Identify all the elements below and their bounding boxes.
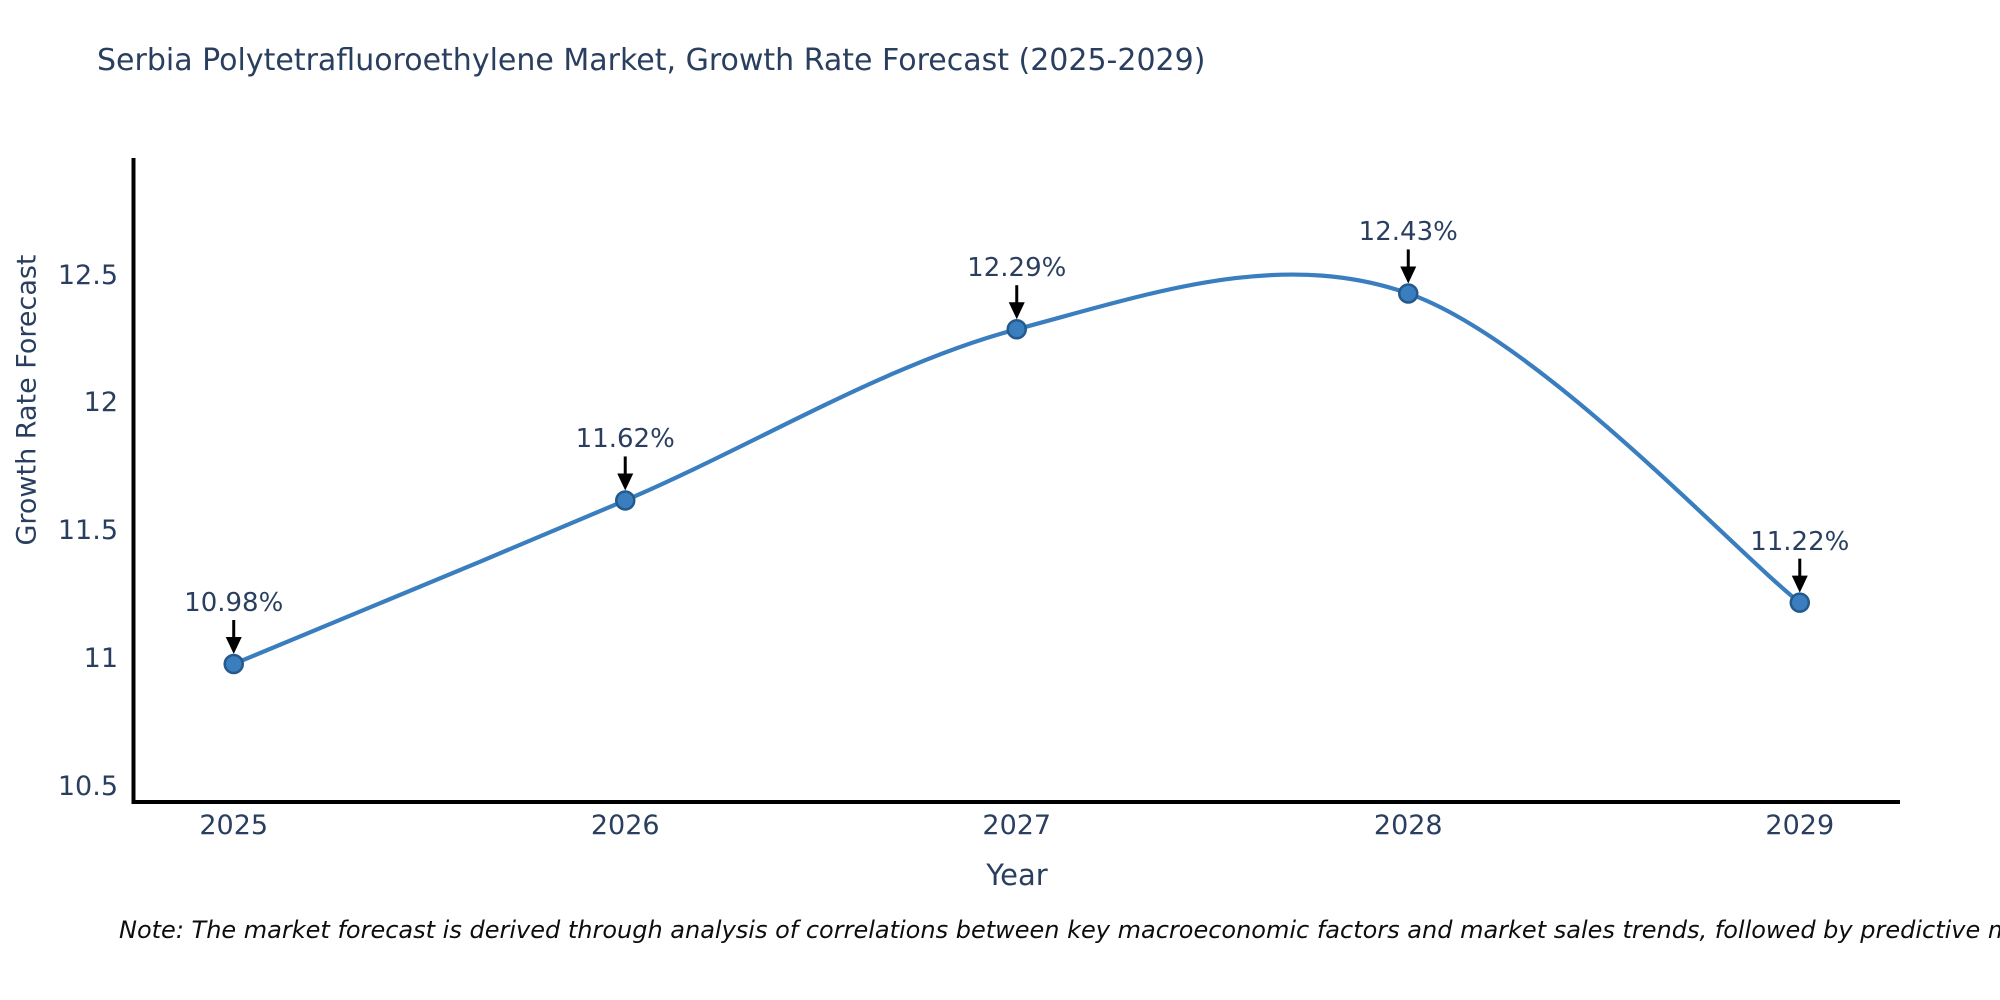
point-value-label: 11.62% [575,424,675,455]
y-tick-label: 10.5 [57,770,118,802]
x-tick-label: 2027 [982,810,1052,841]
y-tick-label: 12.5 [57,259,118,291]
annotation-arrow-head [1400,266,1417,284]
x-tick-label: 2029 [1765,810,1835,841]
data-point-marker [1398,283,1419,304]
annotation-arrow-head [1791,575,1808,593]
data-point-marker [1006,318,1027,340]
y-tick-label: 11.5 [57,515,118,547]
annotation-arrow-head [617,473,634,491]
point-value-label: 12.29% [967,253,1067,284]
data-point-marker [223,653,244,675]
footnote: Note: The market forecast is derived thr… [119,916,2000,944]
point-value-label: 10.98% [184,588,284,618]
x-tick-label: 2026 [590,810,660,841]
x-tick-label: 2025 [199,810,269,841]
data-point-marker [614,490,636,511]
point-value-label: 11.22% [1750,526,1850,557]
annotation-arrow-head [225,637,242,654]
x-tick-label: 2028 [1373,810,1443,841]
annotation-arrow-head [1008,302,1025,320]
point-value-label: 12.43% [1358,217,1458,248]
x-axis-title: Year [986,858,1048,892]
y-tick-label: 12 [83,387,118,419]
y-tick-label: 11 [83,642,118,674]
chart-title: Serbia Polytetrafluoroethylene Market, G… [97,43,1206,78]
data-point-marker [1789,592,1811,613]
